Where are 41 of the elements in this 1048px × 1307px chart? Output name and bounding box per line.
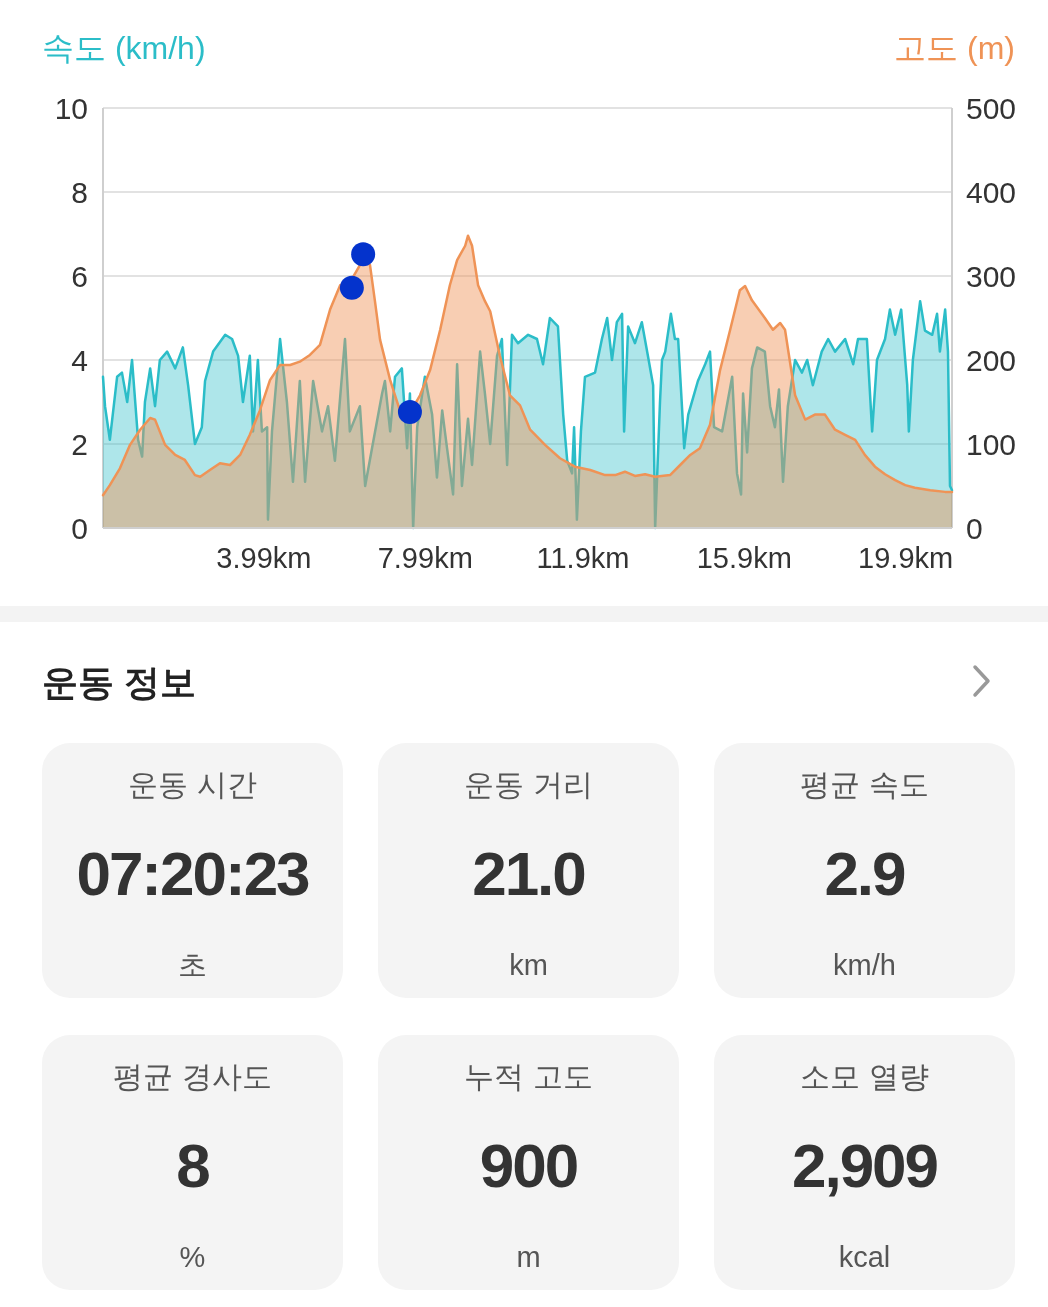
y-tick-label: 6 [71,260,88,293]
point [397,400,422,425]
text: 운동 시간 [128,768,257,801]
y-axis-title: 속도 (km/h) [42,30,206,66]
y2-tick-label: 400 [966,176,1017,209]
y2-tick-label: 500 [966,92,1017,125]
y2-axis-title: 고도 (m) [894,30,1015,66]
y-tick-label: 0 [71,512,88,545]
text: 900 [479,1131,578,1200]
text: 운동 거리 [464,768,593,801]
y2-tick-label: 300 [966,260,1017,293]
text: 소모 열량 [800,1060,929,1093]
text: 누적 고도 [464,1060,593,1093]
text: % [179,1241,206,1273]
x-tick-label: 11.9km [536,542,630,574]
text: 평균 경사도 [113,1060,272,1093]
text: km [509,949,548,981]
text: km/h [833,949,896,981]
text: m [516,1241,541,1273]
x-tick-label: 15.9km [696,542,792,574]
text: 초 [178,949,207,981]
text: 8 [176,1131,210,1200]
point [339,275,364,300]
x-tick-label: 7.99km [377,542,473,574]
y-tick-label: 8 [71,176,88,209]
point [351,242,376,267]
text: 평균 속도 [800,768,929,801]
text: 07:20:23 [76,839,310,908]
y2-tick-label: 200 [966,344,1017,377]
y-tick-label: 10 [54,92,88,125]
text: 2,909 [791,1131,938,1200]
text: kcal [838,1241,891,1273]
text: 운동 정보 [42,662,197,703]
text: 2.9 [824,839,906,908]
y2-tick-label: 0 [966,512,983,545]
y-tick-label: 4 [71,344,88,377]
x-tick-label: 3.99km [216,542,312,574]
x-tick-label: 19.9km [858,542,954,574]
y2-tick-label: 100 [966,428,1017,461]
y-tick-label: 2 [71,428,88,461]
text: 21.0 [472,839,585,908]
